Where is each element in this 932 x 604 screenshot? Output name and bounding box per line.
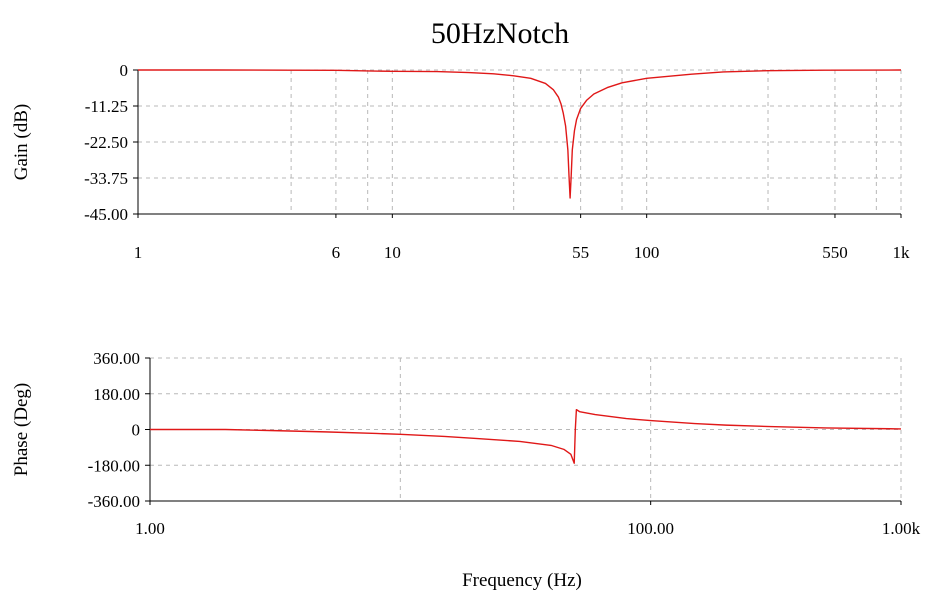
x-tick-label: 100	[634, 243, 660, 262]
y-tick-label: 0	[120, 61, 129, 80]
phase-x-axis-title: Frequency (Hz)	[462, 570, 582, 591]
y-tick-label: -11.25	[85, 97, 128, 116]
gain-panel: 0-11.25-22.50-33.75-45.001 6 10 55 100 550 1k …	[11, 61, 910, 262]
y-tick-label: -45.00	[84, 205, 128, 224]
series-line	[150, 408, 902, 464]
x-tick-label: 1k	[893, 243, 911, 262]
y-tick-label: 0	[132, 421, 141, 440]
gain-series	[138, 69, 902, 199]
x-tick-label: 1.00	[135, 519, 165, 538]
phase-panel: 360.00 180.00 0 -180.00 -360.00 1.00 100.00 1.0…	[11, 349, 921, 591]
y-tick-label: 360.00	[93, 349, 140, 368]
x-tick-label: 100.00	[627, 519, 674, 538]
x-tick-label: 55	[572, 243, 589, 262]
gain-grid	[138, 69, 902, 215]
y-tick-label: 180.00	[93, 385, 140, 404]
chart-title: 50HzNotch	[431, 17, 569, 50]
y-tick-label: -33.75	[84, 169, 128, 188]
x-tick-label: 1	[134, 243, 143, 262]
x-tick-label: 1.00k	[882, 519, 921, 538]
y-tick-label: -180.00	[88, 456, 140, 475]
x-tick-label: 550	[822, 243, 848, 262]
gain-ticks: 0 -11.25 -22.50 -33.75 -45.00 1 6 10 55 100 550 1k	[84, 61, 910, 262]
x-tick-label: 6	[332, 243, 341, 262]
y-tick-label: -22.50	[84, 133, 128, 152]
series-line	[138, 69, 902, 199]
phase-grid	[150, 357, 902, 502]
phase-series	[150, 408, 902, 464]
x-tick-label: 10	[384, 243, 401, 262]
y-tick-label: -360.00	[88, 492, 140, 511]
phase-ticks: 360.00 180.00 0 -180.00 -360.00 1.00 100.00 1.0…	[88, 349, 921, 538]
gain-y-axis-title: Gain (dB)	[11, 104, 32, 181]
phase-y-axis-title: Phase (Deg)	[11, 383, 32, 476]
